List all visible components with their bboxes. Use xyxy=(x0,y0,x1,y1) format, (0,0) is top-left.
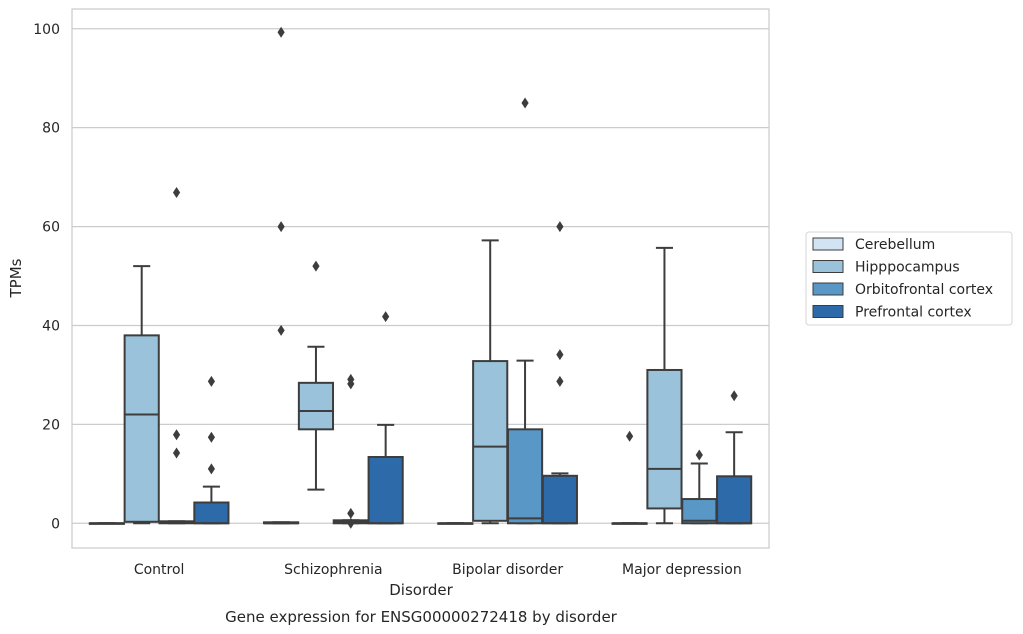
box xyxy=(367,311,404,525)
box xyxy=(506,97,544,525)
box-group xyxy=(263,26,404,529)
outlier-point xyxy=(277,26,285,38)
y-tick-label: 60 xyxy=(42,220,60,236)
box-body xyxy=(472,360,509,522)
legend-label: Prefrontal cortex xyxy=(855,305,972,321)
box-body xyxy=(193,501,230,525)
box xyxy=(158,186,195,525)
legend-label: Orbitofrontal cortex xyxy=(855,282,993,298)
box xyxy=(297,260,335,491)
x-tick-label: Major depression xyxy=(622,562,742,578)
outlier-point xyxy=(207,375,215,387)
y-tick-label: 80 xyxy=(42,121,60,137)
box-body xyxy=(123,334,160,523)
legend-swatch xyxy=(812,260,844,273)
legend-swatch xyxy=(812,237,844,251)
box xyxy=(611,430,648,525)
x-tick-label: Schizophrenia xyxy=(284,562,382,578)
box xyxy=(541,221,578,525)
box-body xyxy=(541,474,578,525)
outlier-point xyxy=(277,324,285,336)
y-axis-label: TPMs xyxy=(7,258,25,298)
box-body xyxy=(681,498,718,525)
box xyxy=(88,522,125,525)
gridlines xyxy=(72,28,769,524)
outlier-point xyxy=(207,463,215,475)
outlier-point xyxy=(626,430,634,442)
box xyxy=(123,265,160,525)
x-tick-label: Control xyxy=(134,562,185,578)
chart-title: Gene expression for ENSG00000272418 by d… xyxy=(225,608,618,626)
box xyxy=(681,449,718,525)
x-axis-label: Disorder xyxy=(389,581,453,599)
box-body xyxy=(716,475,753,525)
box-group xyxy=(611,246,753,525)
box-groups xyxy=(88,26,753,529)
box-body xyxy=(506,428,544,525)
outlier-point xyxy=(172,429,181,441)
y-tick-label: 40 xyxy=(42,318,60,334)
box-body xyxy=(646,368,683,510)
outlier-point xyxy=(347,373,355,385)
outlier-point xyxy=(730,390,738,402)
outlier-point xyxy=(556,221,564,233)
legend-swatch xyxy=(812,282,844,296)
legend-label: Hipppocampus xyxy=(855,260,960,276)
x-axis-ticks: Control Schizophrenia Bipolar disorder Majo… xyxy=(134,562,742,578)
box-group xyxy=(88,186,230,525)
outlier-point xyxy=(312,260,320,272)
x-tick-label: Bipolar disorder xyxy=(452,562,563,578)
legend-frame xyxy=(805,231,1013,326)
y-tick-label: 100 xyxy=(33,22,60,38)
outlier-point xyxy=(695,449,703,461)
y-axis-ticks: 0 20 40 60 80 100 xyxy=(33,22,60,532)
box-body xyxy=(367,456,404,525)
outlier-point xyxy=(207,431,215,443)
y-tick-label: 20 xyxy=(42,417,60,433)
outlier-point xyxy=(556,375,564,387)
box xyxy=(332,373,369,529)
box xyxy=(646,246,683,525)
legend-swatch xyxy=(812,305,844,318)
outlier-point xyxy=(277,221,285,233)
outlier-point xyxy=(556,349,564,361)
outlier-point xyxy=(347,507,355,519)
box-group xyxy=(437,97,578,525)
plot-area-frame xyxy=(71,8,770,549)
box xyxy=(437,522,474,525)
y-tick-label: 0 xyxy=(51,516,60,532)
outlier-point xyxy=(382,311,390,323)
box xyxy=(193,375,230,525)
box xyxy=(263,26,300,525)
box xyxy=(716,390,753,525)
legend: Cerebellum Hipppocampus Orbitofrontal cort… xyxy=(805,231,1013,326)
outlier-point xyxy=(521,97,529,109)
outlier-point xyxy=(172,186,181,198)
outlier-point xyxy=(172,447,181,459)
box-body xyxy=(297,381,335,431)
box xyxy=(472,239,509,525)
outlier-point xyxy=(347,517,355,529)
legend-label: Cerebellum xyxy=(855,237,935,253)
